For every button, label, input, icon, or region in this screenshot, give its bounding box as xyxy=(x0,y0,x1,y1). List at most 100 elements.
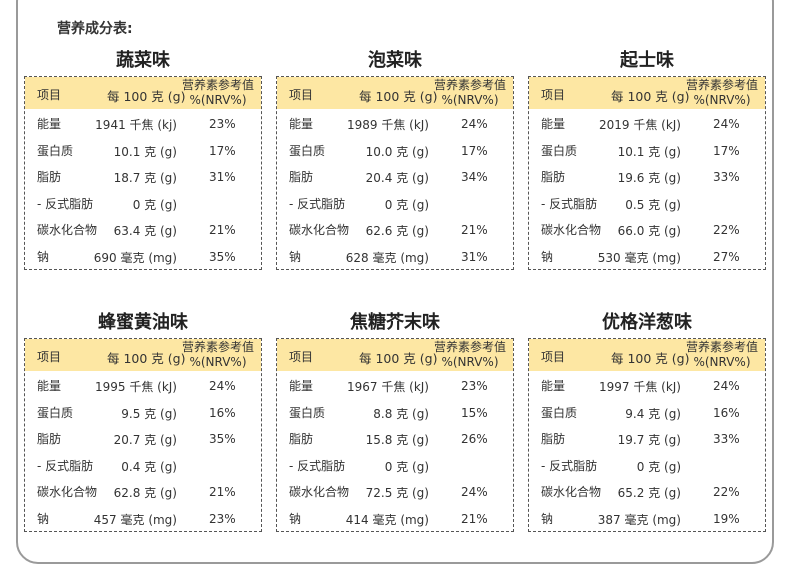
table-header: 项目 每 100 克 (g) 营养素参考值 %(NRV%) xyxy=(25,77,261,109)
header-item: 项目 xyxy=(37,350,62,364)
table-row: - 反式脂肪 0.4 克 (g) xyxy=(25,451,261,478)
header-per100: 每 100 克 (g) xyxy=(359,89,438,104)
nutrient-name: - 反式脂肪 xyxy=(541,196,598,211)
nutrient-name: - 反式脂肪 xyxy=(37,196,94,211)
nutrient-name: 能量 xyxy=(37,379,62,393)
table-row: - 反式脂肪 0 克 (g) xyxy=(25,189,261,216)
nutrient-name: 能量 xyxy=(289,117,314,131)
header-nrv: 营养素参考值 %(NRV%) xyxy=(181,340,254,369)
header-nrv: 营养素参考值 %(NRV%) xyxy=(433,340,506,369)
nutrient-name: - 反式脂肪 xyxy=(37,458,94,473)
table-row: 脂肪 19.6 克 (g) 33% xyxy=(529,162,765,189)
nutrient-nrv: 22% xyxy=(713,485,740,500)
table-row: 碳水化合物 72.5 克 (g) 24% xyxy=(277,477,513,504)
nutrient-value: 1967 千焦 (kJ) xyxy=(346,380,429,394)
table-row: - 反式脂肪 0 克 (g) xyxy=(529,451,765,478)
table-row: 蛋白质 9.5 克 (g) 16% xyxy=(25,398,261,425)
nutrient-value: 628 毫克 (mg) xyxy=(345,250,429,265)
table-row: 碳水化合物 65.2 克 (g) 22% xyxy=(529,477,765,504)
nutrient-value: 0.4 克 (g) xyxy=(121,459,177,474)
table-row: 碳水化合物 66.0 克 (g) 22% xyxy=(529,215,765,242)
nutrient-name: 脂肪 xyxy=(37,170,62,185)
nutrient-value: 18.7 克 (g) xyxy=(113,171,177,186)
table-row: 蛋白质 10.1 克 (g) 17% xyxy=(529,136,765,163)
nutrition-table: 项目 每 100 克 (g) 营养素参考值 %(NRV%) 能量 1989 千焦 … xyxy=(276,76,514,270)
nutrient-name: - 反式脂肪 xyxy=(289,458,346,473)
nutrient-nrv: 24% xyxy=(713,379,740,393)
header-item: 项目 xyxy=(289,88,314,102)
nutrient-name: - 反式脂肪 xyxy=(541,458,598,473)
table-row: 蛋白质 10.0 克 (g) 17% xyxy=(277,136,513,163)
table-row: - 反式脂肪 0 克 (g) xyxy=(277,189,513,216)
header-per100: 每 100 克 (g) xyxy=(359,351,438,366)
nutrient-value: 0 克 (g) xyxy=(384,459,429,474)
nutrient-value: 9.5 克 (g) xyxy=(121,406,177,421)
nutrient-name: 蛋白质 xyxy=(289,143,326,158)
nutrient-name: 能量 xyxy=(37,117,62,131)
nutrient-name: 碳水化合物 xyxy=(541,223,602,238)
table-row: 能量 1995 千焦 (kJ) 24% xyxy=(25,371,261,398)
table-row: 钠 628 毫克 (mg) 31% xyxy=(277,242,513,269)
nutrient-nrv: 35% xyxy=(209,249,236,264)
table-row: 脂肪 18.7 克 (g) 31% xyxy=(25,162,261,189)
panel-title: 泡菜味 xyxy=(368,50,422,71)
nutrient-value: 19.7 克 (g) xyxy=(617,433,681,448)
nutrient-name: 脂肪 xyxy=(289,432,314,447)
nutrient-value: 65.2 克 (g) xyxy=(617,486,681,501)
table-row: 钠 530 毫克 (mg) 27% xyxy=(529,242,765,269)
nutrient-name: 碳水化合物 xyxy=(541,485,602,500)
header-item: 项目 xyxy=(289,350,314,364)
nutrient-name: 蛋白质 xyxy=(541,143,578,158)
table-row: - 反式脂肪 0.5 克 (g) xyxy=(529,189,765,216)
nutrient-value: 15.8 克 (g) xyxy=(365,433,429,448)
nutrient-nrv: 24% xyxy=(209,379,236,393)
nutrient-name: 钠 xyxy=(541,249,554,264)
table-header: 项目 每 100 克 (g) 营养素参考值 %(NRV%) xyxy=(277,339,513,371)
nutrient-nrv: 23% xyxy=(461,379,488,393)
nutrient-value: 10.0 克 (g) xyxy=(365,144,429,159)
nutrient-name: 碳水化合物 xyxy=(289,223,350,238)
nutrient-value: 62.6 克 (g) xyxy=(365,224,429,239)
table-header: 项目 每 100 克 (g) 营养素参考值 %(NRV%) xyxy=(529,339,765,371)
nutrient-name: 钠 xyxy=(289,249,302,264)
nutrient-nrv: 16% xyxy=(209,405,236,420)
nutrient-value: 10.1 克 (g) xyxy=(113,144,177,159)
nutrient-name: 蛋白质 xyxy=(289,405,326,420)
nutrient-name: 蛋白质 xyxy=(37,405,74,420)
nutrient-value: 457 毫克 (mg) xyxy=(93,512,177,527)
nutrient-nrv: 23% xyxy=(209,117,236,131)
table-row: - 反式脂肪 0 克 (g) xyxy=(277,451,513,478)
nutrient-nrv: 24% xyxy=(461,117,488,131)
table-row: 能量 1941 千焦 (kj) 23% xyxy=(25,109,261,136)
nutrient-value: 530 毫克 (mg) xyxy=(597,250,681,265)
nutrient-value: 20.4 克 (g) xyxy=(365,171,429,186)
nutrient-name: 钠 xyxy=(37,511,50,526)
outer-card-border xyxy=(16,0,774,564)
header-per100: 每 100 克 (g) xyxy=(107,89,186,104)
table-row: 脂肪 15.8 克 (g) 26% xyxy=(277,424,513,451)
panel-title: 起士味 xyxy=(620,50,674,71)
nutrient-value: 72.5 克 (g) xyxy=(365,486,429,501)
nutrient-name: 钠 xyxy=(289,511,302,526)
table-row: 蛋白质 9.4 克 (g) 16% xyxy=(529,398,765,425)
nutrient-name: 能量 xyxy=(289,379,314,393)
nutrient-name: 钠 xyxy=(37,249,50,264)
nutrient-value: 387 毫克 (mg) xyxy=(597,512,681,527)
nutrient-name: 脂肪 xyxy=(541,170,566,185)
nutrient-nrv: 21% xyxy=(461,511,488,526)
nutrient-value: 19.6 克 (g) xyxy=(617,171,681,186)
nutrient-value: 2019 千焦 (kJ) xyxy=(598,118,681,132)
nutrient-nrv: 17% xyxy=(209,143,236,158)
nutrient-nrv: 34% xyxy=(461,170,488,185)
nutrient-nrv: 35% xyxy=(209,432,236,447)
table-header: 项目 每 100 克 (g) 营养素参考值 %(NRV%) xyxy=(277,77,513,109)
panel-title: 蔬菜味 xyxy=(116,50,170,71)
panel-title: 优格洋葱味 xyxy=(602,312,692,333)
nutrient-value: 1989 千焦 (kJ) xyxy=(346,118,429,132)
table-row: 能量 1989 千焦 (kJ) 24% xyxy=(277,109,513,136)
nutrient-value: 62.8 克 (g) xyxy=(113,486,177,501)
nutrient-nrv: 21% xyxy=(461,223,488,238)
nutrition-table: 项目 每 100 克 (g) 营养素参考值 %(NRV%) 能量 2019 千焦 … xyxy=(528,76,766,270)
nutrient-value: 1995 千焦 (kJ) xyxy=(94,380,177,394)
nutrient-value: 10.1 克 (g) xyxy=(617,144,681,159)
